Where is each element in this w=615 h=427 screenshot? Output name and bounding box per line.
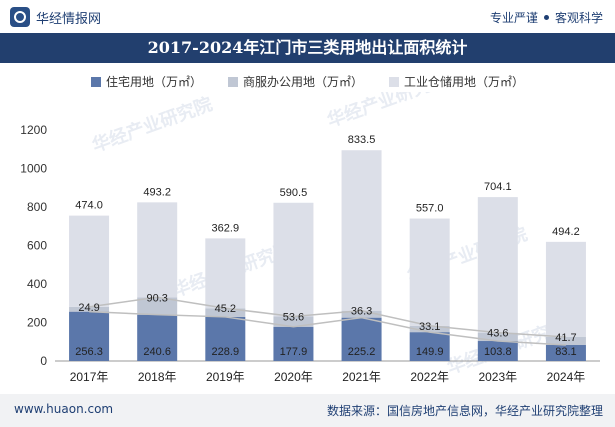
- huajing-logo-icon: [10, 7, 30, 27]
- tag-professional: 专业严谨: [489, 11, 538, 25]
- legend-label-residential: 住宅用地（万㎡）: [105, 75, 202, 89]
- slogan-tags: 专业严谨 客观科学: [490, 9, 603, 26]
- website-link[interactable]: www.huaon.com: [14, 402, 114, 416]
- top-bar: 华经情报网 专业严谨 客观科学: [0, 0, 615, 33]
- y-tick-label: 1200: [20, 123, 47, 137]
- bar-industrial: [205, 238, 246, 309]
- trend-lines-layer: [88, 296, 566, 346]
- watermark-text: 华经产业研究院: [324, 92, 450, 131]
- y-tick-label: 0: [40, 354, 47, 368]
- bars-layer: [69, 150, 586, 361]
- data-label: 53.6: [283, 311, 304, 323]
- data-source: 数据来源：国信房地产信息网，华经产业研究院整理: [326, 404, 603, 418]
- data-label: 557.0: [416, 203, 444, 215]
- y-tick-label: 400: [27, 277, 47, 291]
- separator-dot-icon: [543, 15, 549, 20]
- legend-item-industrial: 工业仓储用地（万㎡）: [389, 73, 524, 90]
- legend-swatch-industrial: [389, 76, 399, 87]
- bar-commercial: [409, 325, 450, 333]
- data-label: 24.9: [78, 302, 99, 314]
- bar-industrial: [477, 197, 518, 333]
- x-tick-label: 2024年: [547, 370, 586, 384]
- data-label: 590.5: [280, 187, 308, 199]
- data-label: 103.8: [484, 346, 512, 358]
- trend-line-residential: [89, 310, 566, 346]
- legend-label-commercial: 商服办公用地（万㎡）: [242, 75, 363, 89]
- y-tick-label: 600: [27, 239, 47, 253]
- data-label: 83.1: [555, 346, 576, 358]
- bar-industrial: [409, 218, 450, 326]
- x-tick-label: 2017年: [70, 370, 109, 384]
- x-tick-label: 2020年: [274, 370, 313, 384]
- bar-residential: [477, 341, 518, 361]
- data-label: 228.9: [212, 346, 240, 358]
- bar-industrial: [69, 215, 110, 307]
- bar-commercial: [341, 310, 382, 318]
- bar-residential: [341, 317, 382, 361]
- x-tick-label: 2019年: [206, 370, 245, 384]
- y-tick-label: 1000: [20, 162, 47, 176]
- brand[interactable]: 华经情报网: [10, 7, 101, 27]
- data-label: 149.9: [416, 346, 444, 358]
- x-tick-label: 2022年: [410, 370, 449, 384]
- bar-commercial: [205, 308, 246, 317]
- bar-commercial: [477, 332, 518, 342]
- bar-industrial: [545, 241, 586, 337]
- data-label: 494.2: [552, 226, 580, 238]
- legend-swatch-commercial: [227, 76, 238, 87]
- bar-commercial: [545, 336, 586, 346]
- bar-industrial: [273, 202, 314, 317]
- legend-swatch-residential: [90, 76, 101, 87]
- legend-item-commercial: 商服办公用地（万㎡）: [227, 73, 363, 90]
- data-labels-layer: 256.3 24.9 474.0 240.6 90.3 493.2 228.9 45.2 362…: [75, 134, 579, 358]
- bar-residential: [273, 326, 314, 361]
- bar-residential: [545, 345, 586, 361]
- tag-objective: 客观科学: [554, 11, 603, 25]
- data-label: 256.3: [75, 346, 103, 358]
- x-tick-label: 2023年: [478, 370, 517, 384]
- stacked-bar-chart: 华经产业研究院华经产业研究院华经产业研究院华经产业研究院华经产业研究院 0200…: [20, 92, 600, 384]
- bar-industrial: [341, 150, 382, 311]
- bar-commercial: [69, 306, 110, 312]
- data-label: 493.2: [143, 186, 171, 198]
- title-bar: 2017-2024年江门市三类用地出让面积统计: [0, 33, 615, 63]
- data-label: 704.1: [484, 181, 512, 193]
- legend-label-industrial: 工业仓储用地（万㎡）: [404, 75, 525, 89]
- data-label: 90.3: [146, 292, 167, 304]
- bar-industrial: [137, 202, 178, 298]
- data-label: 225.2: [348, 346, 376, 358]
- data-label: 240.6: [143, 346, 171, 358]
- data-label: 362.9: [212, 222, 240, 234]
- data-label: 833.5: [348, 134, 376, 146]
- bar-residential: [137, 314, 178, 361]
- legend-item-residential: 住宅用地（万㎡）: [90, 73, 202, 90]
- x-tick-label: 2018年: [138, 370, 177, 384]
- brand-name: 华经情报网: [36, 11, 102, 27]
- y-tick-label: 200: [27, 316, 47, 330]
- footer: www.huaon.com 数据来源：国信房地产信息网，华经产业研究院整理: [0, 394, 615, 427]
- data-label: 45.2: [215, 303, 236, 315]
- data-label: 33.1: [419, 321, 440, 333]
- bar-residential: [409, 332, 450, 361]
- bar-residential: [205, 316, 246, 361]
- bar-commercial: [137, 297, 178, 315]
- y-tick-label: 800: [27, 200, 47, 214]
- trend-line-commercial: [88, 296, 566, 338]
- data-label: 36.3: [351, 306, 372, 318]
- chart-title: 2017-2024年江门市三类用地出让面积统计: [147, 38, 468, 57]
- chart-legend: 住宅用地（万㎡） 商服办公用地（万㎡） 工业仓储用地（万㎡）: [0, 73, 615, 90]
- data-label: 43.6: [487, 328, 508, 340]
- data-label: 474.0: [75, 200, 103, 212]
- data-label: 177.9: [280, 346, 308, 358]
- x-axis: 2017年 2018年 2019年 2020年 2021年 2022年 2023年 2024年: [70, 370, 586, 384]
- watermark-text: 华经产业研究院: [89, 93, 215, 156]
- bar-commercial: [273, 316, 314, 327]
- data-label: 41.7: [555, 332, 576, 344]
- bar-residential: [69, 311, 110, 361]
- x-tick-label: 2021年: [342, 370, 381, 384]
